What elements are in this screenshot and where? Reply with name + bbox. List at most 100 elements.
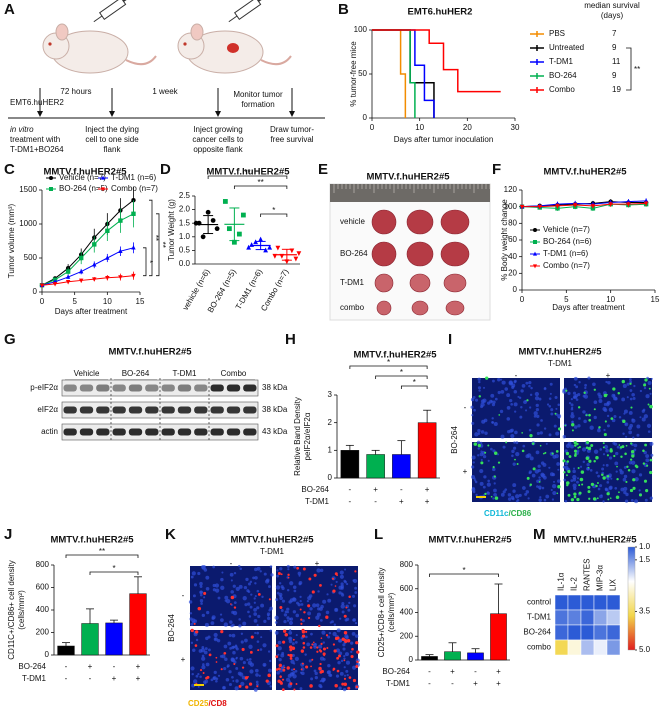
stain-signal [592,497,597,501]
stain-signal [595,455,599,460]
y-tick-label: 800 [36,560,50,569]
stain-signal [302,646,306,649]
nucleus [513,380,517,384]
nucleus [492,400,496,404]
stain-signal [305,630,308,633]
nucleus [289,581,294,586]
blot-row-label: actin [41,427,58,436]
panel-label: E [318,161,328,178]
stain-signal [604,420,607,423]
nucleus [525,381,529,385]
nucleus [214,583,220,588]
y-tick-label: 0 [363,113,368,122]
nucleus [326,593,329,596]
band [210,384,224,392]
syringe-barrel [99,0,127,20]
level-label: - [515,371,518,380]
stain-signal [649,404,653,409]
nucleus [487,479,490,483]
data-point [52,282,58,287]
stain-signal [208,653,212,657]
nucleus [631,469,636,474]
nucleus [220,585,225,590]
nucleus [235,586,240,592]
nucleus [529,406,532,409]
band [128,384,143,392]
nucleus [571,406,574,409]
stain-signal [215,661,218,663]
nucleus [267,650,271,653]
nucleus [338,591,342,595]
nucleus [500,492,505,497]
stain-signal [275,655,279,659]
stain-signal [603,433,607,437]
nucleus [557,468,560,471]
nucleus [632,397,636,400]
treatment-sign: - [113,662,116,671]
nucleus [506,417,511,421]
stain-signal [310,665,312,668]
stain-signal [301,662,304,665]
nucleus [537,464,541,468]
median-survival: 9 [612,71,617,80]
heatmap-cell [580,609,595,626]
stain-signal [625,444,628,447]
nucleus [191,672,194,676]
nucleus [290,668,294,672]
survival-curve [372,29,416,118]
nucleus [515,494,520,499]
stain-signal [492,466,495,469]
nucleus [506,393,511,398]
scale-bar [194,684,204,686]
nucleus [524,492,528,496]
nucleus [625,492,629,497]
data-point [231,239,237,245]
legend-marker [533,240,537,244]
stain-signal [556,492,559,495]
nucleus [343,666,346,669]
level-label: - [230,559,233,568]
nucleus [563,478,566,482]
nucleus [239,567,243,571]
treatment-sign: - [89,674,92,683]
nucleus [575,398,579,401]
stain-signal [505,441,508,444]
nucleus [340,586,344,590]
stain-signal [307,604,311,608]
nucleus [279,567,283,571]
nucleus [286,619,290,622]
nucleus [197,685,200,688]
stain-signal [311,590,315,594]
band [79,384,94,392]
bar [490,613,507,661]
nucleus [204,682,207,685]
colorbar-label: 5.0 [639,645,651,654]
nucleus [644,498,648,502]
nucleus [546,403,550,406]
stain-signal [248,682,253,686]
stain-signal [585,456,590,461]
nucleus [539,431,543,435]
tumor [440,241,470,267]
x-tick-label: 0 [370,123,375,132]
data-point [105,228,110,233]
nucleus [623,465,627,469]
nucleus [612,441,616,445]
nucleus [352,618,357,622]
treatment-sign: - [374,497,377,506]
nucleus [573,376,578,381]
panel-label: A [4,1,15,18]
nucleus [269,685,272,688]
stain-signal [571,429,574,432]
stain-signal [526,399,529,402]
data-point [92,242,97,247]
stain-signal [617,392,621,395]
nucleus [317,590,320,593]
x-tick-label: 15 [651,295,660,304]
mouse-ear [190,23,204,41]
stain-signal [484,492,487,496]
nucleus [289,617,294,621]
nucleus [572,469,576,474]
data-point [131,211,136,216]
stain-signal [283,666,286,669]
